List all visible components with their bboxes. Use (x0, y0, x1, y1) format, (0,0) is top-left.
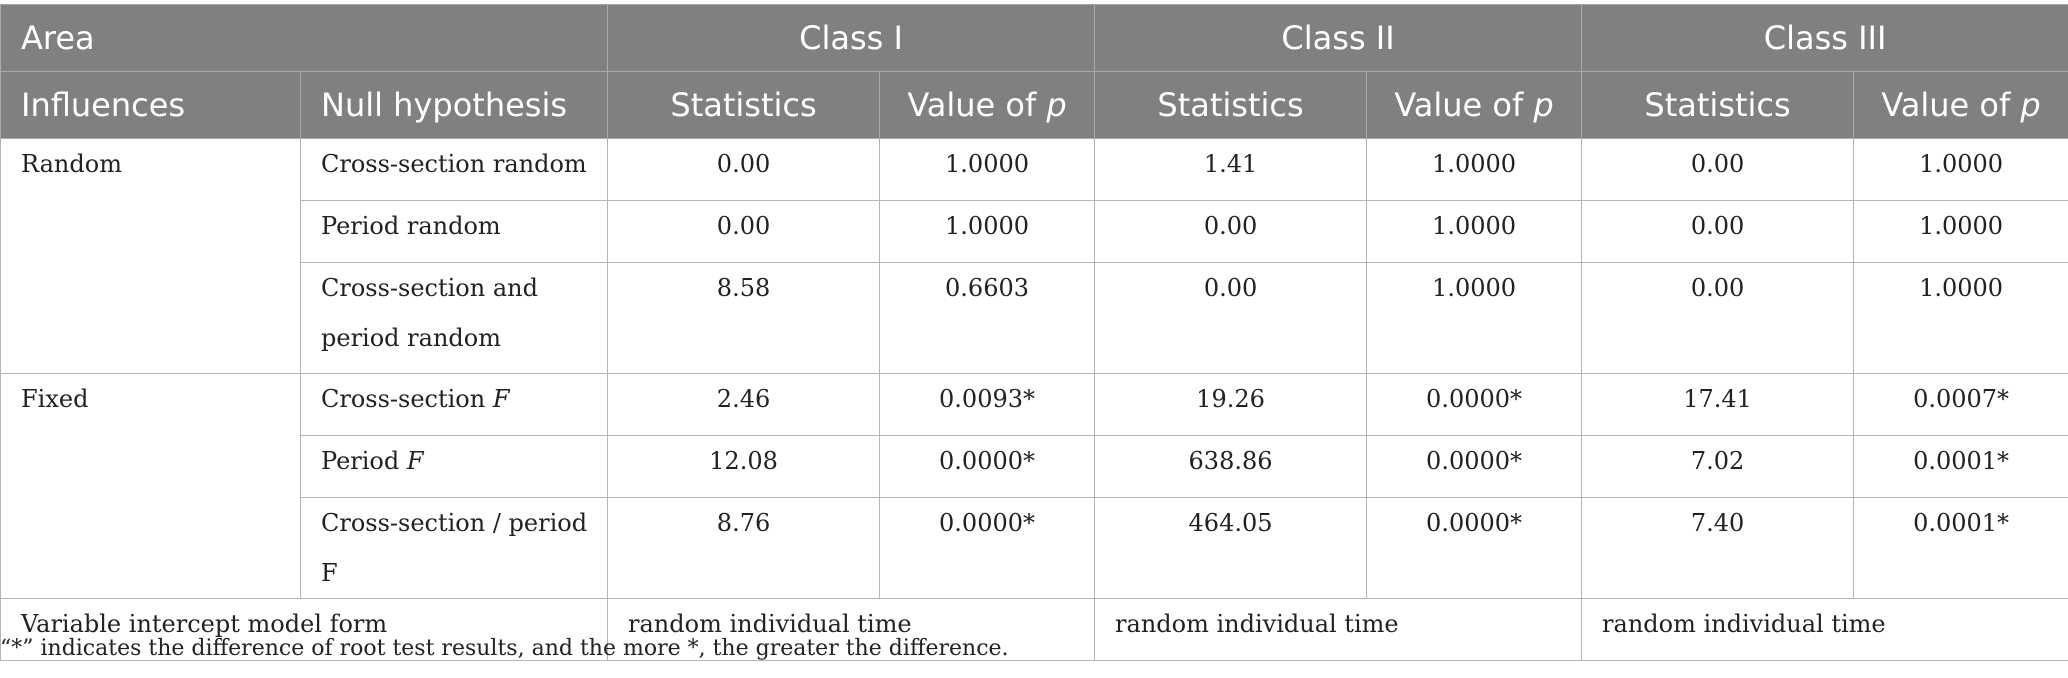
stat-cell: 0.00 (607, 200, 881, 263)
table-row: Random Cross-section random 0.00 1.0000 … (0, 138, 2068, 374)
null-text: Period (321, 447, 407, 475)
model-form-class-3: random individual time (1581, 598, 2068, 661)
table-container: Area Class I Class II Class III Influenc… (0, 4, 2068, 661)
p-cell: 0.6603 (879, 262, 1096, 374)
header-influences: Influences (0, 71, 301, 139)
table-row: Period F 12.08 0.0000* 638.86 0.0000* 7.… (1, 435, 2068, 498)
stat-cell: 0.00 (607, 138, 881, 201)
value-of-label: Value of (1881, 86, 2011, 124)
model-form-row: Variable intercept model form random ind… (0, 598, 2068, 661)
stat-cell: 8.58 (607, 262, 881, 374)
p-label: p (2020, 86, 2041, 124)
p-cell: 0.0000* (1366, 435, 1583, 498)
influence-cell: Fixed (0, 373, 301, 599)
table-footnote: “*” indicates the difference of root tes… (0, 636, 1009, 661)
table-row: Fixed Cross-section F 2.46 0.0093* 19.26… (0, 373, 2068, 599)
p-cell: 0.0093* (879, 373, 1096, 436)
null-hypothesis-cell: Cross-section / period F (299, 497, 609, 599)
header-statistics-1: Statistics (607, 71, 881, 139)
value-of-label: Value of (1394, 86, 1524, 124)
header-class-3: Class III (1581, 4, 2068, 72)
p-cell: 1.0000 (1366, 138, 1583, 201)
results-table: Area Class I Class II Class III Influenc… (0, 4, 2068, 661)
p-cell: 0.0001* (1853, 435, 2068, 498)
header-statistics-2: Statistics (1094, 71, 1368, 139)
stat-cell: 0.00 (1094, 200, 1368, 263)
header-class-1: Class I (607, 4, 1096, 72)
table-row: Period random 0.00 1.0000 0.00 1.0000 0.… (1, 200, 2068, 263)
null-hypothesis-cell: Cross-section random (299, 138, 609, 201)
p-cell: 0.0007* (1853, 373, 2068, 436)
f-symbol: F (492, 385, 510, 413)
table-row: Cross-section / period F 8.76 0.0000* 46… (1, 497, 2068, 599)
stat-cell: 7.02 (1581, 435, 1855, 498)
header-p-value-1: Value of p (879, 71, 1096, 139)
p-cell: 0.0001* (1853, 497, 2068, 599)
stat-cell: 464.05 (1094, 497, 1368, 599)
influence-cell: Random (0, 138, 301, 374)
stat-cell: 19.26 (1094, 373, 1368, 436)
null-hypothesis-cell: Cross-section and period random (299, 262, 609, 374)
p-cell: 0.0000* (879, 497, 1096, 599)
p-cell: 0.0000* (879, 435, 1096, 498)
header-row-1: Area Class I Class II Class III (0, 4, 2068, 72)
header-statistics-3: Statistics (1581, 71, 1855, 139)
model-form-class-2: random individual time (1094, 598, 1583, 661)
stat-cell: 12.08 (607, 435, 881, 498)
model-form-class-1: random individual time (607, 598, 1096, 661)
stat-cell: 7.40 (1581, 497, 1855, 599)
p-label: p (1046, 86, 1067, 124)
p-cell: 1.0000 (1366, 200, 1583, 263)
null-hypothesis-cell: Period random (299, 200, 609, 263)
header-row-2: Influences Null hypothesis Statistics Va… (0, 71, 2068, 139)
model-form-label: Variable intercept model form (0, 598, 609, 661)
value-of-label: Value of (907, 86, 1037, 124)
header-p-value-2: Value of p (1366, 71, 1583, 139)
table-row: Cross-section and period random 8.58 0.6… (1, 262, 2068, 374)
header-p-value-3: Value of p (1853, 71, 2068, 139)
stat-cell: 1.41 (1094, 138, 1368, 201)
p-cell: 0.0000* (1366, 373, 1583, 436)
stat-cell: 638.86 (1094, 435, 1368, 498)
p-cell: 1.0000 (879, 138, 1096, 201)
null-text: Cross-section (321, 385, 493, 413)
null-hypothesis-cell: Cross-section F (299, 373, 609, 436)
stat-cell: 0.00 (1581, 200, 1855, 263)
f-symbol: F (406, 447, 424, 475)
p-cell: 1.0000 (1853, 200, 2068, 263)
header-class-2: Class II (1094, 4, 1583, 72)
stat-cell: 0.00 (1581, 138, 1855, 201)
header-null-hypothesis: Null hypothesis (299, 71, 609, 139)
p-cell: 1.0000 (879, 200, 1096, 263)
stat-cell: 17.41 (1581, 373, 1855, 436)
stat-cell: 0.00 (1581, 262, 1855, 374)
stat-cell: 0.00 (1094, 262, 1368, 374)
p-cell: 1.0000 (1853, 262, 2068, 374)
null-hypothesis-cell: Period F (299, 435, 609, 498)
p-cell: 1.0000 (1853, 138, 2068, 201)
stat-cell: 8.76 (607, 497, 881, 599)
p-cell: 0.0000* (1366, 497, 1583, 599)
stat-cell: 2.46 (607, 373, 881, 436)
p-label: p (1533, 86, 1554, 124)
header-area: Area (0, 4, 609, 72)
p-cell: 1.0000 (1366, 262, 1583, 374)
